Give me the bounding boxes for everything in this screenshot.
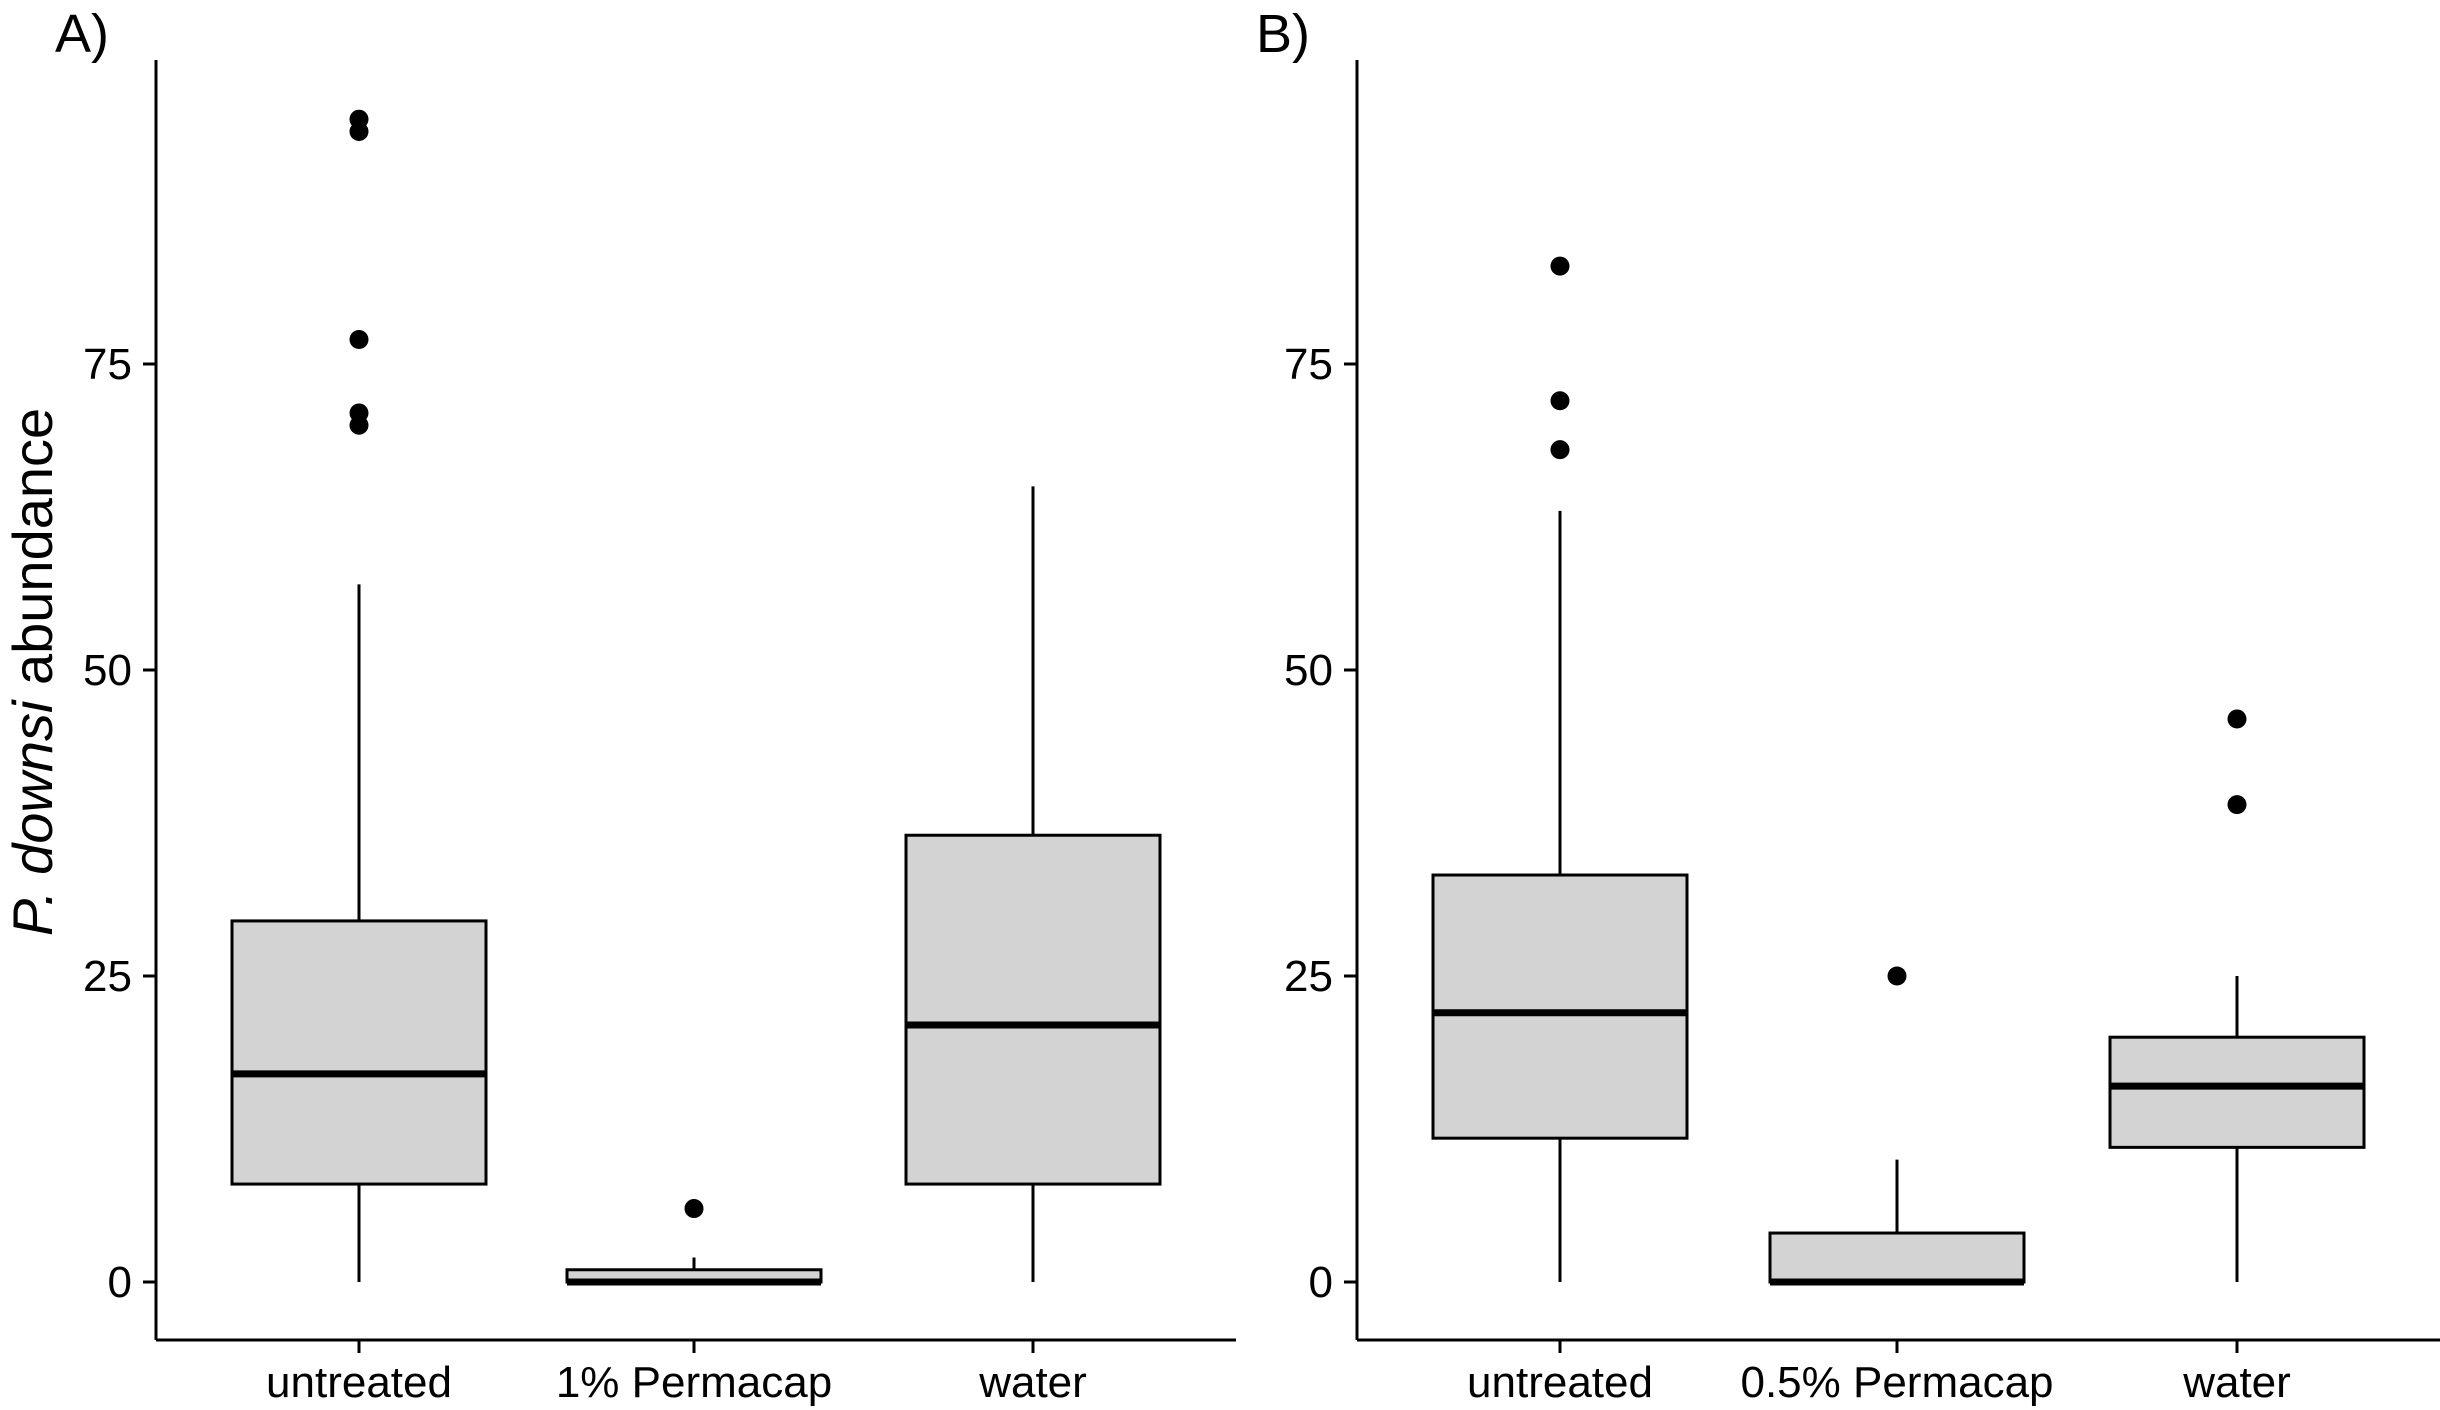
panel-a: A) 0 25 50 75 untreated 1% Permacap water [55, 4, 1236, 1407]
x-tick-label: water [2182, 1358, 2291, 1407]
box-iqr [230, 919, 488, 1186]
box-2 [1768, 966, 2026, 1286]
outlier-point [1550, 440, 1570, 460]
box-iqr [904, 833, 1162, 1186]
y-tick-label: 0 [1309, 1258, 1333, 1307]
x-tick-label: 1% Permacap [556, 1358, 832, 1407]
box-1 [230, 109, 488, 1282]
panel-label: A) [55, 4, 109, 64]
box-3 [904, 486, 1162, 1282]
x-tick-label: water [978, 1358, 1087, 1407]
outlier-point [1550, 256, 1570, 276]
y-tick-label: 25 [83, 952, 132, 1001]
outlier-point [349, 403, 369, 423]
box-iqr [1431, 873, 1689, 1140]
outlier-point [684, 1199, 704, 1219]
y-tick-label: 25 [1284, 952, 1333, 1001]
y-axis-title-italic: P. downsi [1, 699, 64, 936]
panel-label: B) [1256, 4, 1310, 64]
box-3 [2108, 709, 2366, 1282]
outlier-point [1550, 391, 1570, 411]
y-axis-title-rest: abundance [1, 408, 64, 701]
x-tick-label: untreated [266, 1358, 452, 1407]
outlier-point [1887, 966, 1907, 986]
y-tick-label: 75 [1284, 340, 1333, 389]
y-tick-label: 75 [83, 340, 132, 389]
box-1 [1431, 256, 1689, 1282]
x-tick-label: 0.5% Permacap [1740, 1358, 2053, 1407]
box-iqr [2108, 1035, 2366, 1149]
outlier-point [2227, 709, 2247, 729]
box-iqr [1768, 1231, 2026, 1284]
y-axis-title: P. downsi abundance [1, 408, 64, 936]
outlier-point [2227, 795, 2247, 815]
y-tick-label: 50 [83, 646, 132, 695]
y-tick-label: 0 [108, 1258, 132, 1307]
panel-b: B) 0 25 50 75 untreated 0.5% Permacap water [1256, 4, 2440, 1407]
y-tick-label: 50 [1284, 646, 1333, 695]
x-tick-label: untreated [1467, 1358, 1653, 1407]
box-2 [565, 1199, 823, 1286]
outlier-point [349, 330, 369, 350]
outlier-point [349, 109, 369, 129]
